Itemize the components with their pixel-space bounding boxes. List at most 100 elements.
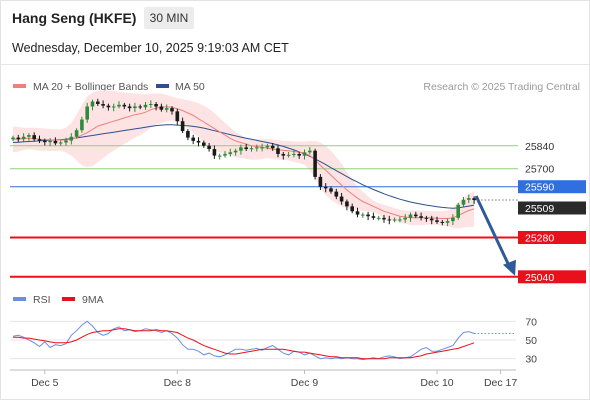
candle-body <box>69 136 74 141</box>
rsi-tick-label: 30 <box>525 354 537 366</box>
level-label-25590: 25590 <box>518 180 586 194</box>
rsi-legend-label: RSI <box>33 294 51 306</box>
rsi-tick-label: 70 <box>525 316 537 328</box>
candle-body <box>133 106 137 109</box>
candle-body <box>233 150 238 153</box>
current-label: 25509 <box>525 203 554 215</box>
candle-body <box>350 206 354 212</box>
chart-header: Hang Seng (HKFE) 30 MIN <box>0 0 590 38</box>
candle-body <box>429 218 434 221</box>
candle-body <box>164 108 169 110</box>
support-label: 25040 <box>525 272 554 284</box>
candle-body <box>408 214 413 218</box>
candle-body <box>387 219 392 221</box>
candle-body <box>472 198 476 200</box>
candle-body <box>228 152 233 154</box>
candle-body <box>64 140 68 143</box>
support-label: 25280 <box>525 233 554 245</box>
rsi-ma-legend-label: 9MA <box>82 294 104 306</box>
forecast-arrow-head <box>503 259 516 276</box>
candle-body <box>456 204 460 218</box>
candle-body <box>191 137 195 141</box>
candle-body <box>175 111 180 122</box>
candle-body <box>398 219 402 221</box>
candle-body <box>239 147 243 151</box>
candle-body <box>244 147 248 150</box>
level-label-25040: 25040 <box>518 270 586 284</box>
candle-body <box>265 145 270 148</box>
candle-body <box>196 140 201 143</box>
price-levels <box>10 145 518 278</box>
header-divider <box>0 64 590 65</box>
candle-body <box>85 106 89 120</box>
level-labels: 25840 25700 25590 25509 25280 25040 <box>518 141 586 284</box>
candle-body <box>202 142 206 146</box>
level-label-25280: 25280 <box>518 231 586 245</box>
ma50-legend-label: MA 50 <box>175 81 205 93</box>
candle-body <box>27 135 31 137</box>
level-label-box <box>518 201 586 215</box>
candle-body <box>392 219 397 221</box>
candle-body <box>318 176 323 187</box>
candle-body <box>376 217 381 219</box>
candle-body <box>270 145 275 149</box>
candle-body <box>286 154 291 156</box>
candle-body <box>255 147 259 149</box>
ma20-legend-label: MA 20 + Bollinger Bands <box>33 81 148 93</box>
candle-body <box>37 139 42 141</box>
candle-body <box>170 108 174 112</box>
candle-body <box>212 149 217 156</box>
candle-body <box>276 148 280 154</box>
timeframe-button[interactable]: 30 MIN <box>144 7 194 29</box>
candle-body <box>461 199 466 205</box>
candle-body <box>159 106 164 110</box>
candle-body <box>260 147 264 149</box>
rsi-ma-line <box>13 328 475 360</box>
candle-body <box>138 106 142 108</box>
candle-body <box>58 142 63 144</box>
candle-body <box>345 201 349 207</box>
candle-body <box>217 155 222 157</box>
candle-body <box>149 104 153 106</box>
candle-body <box>323 186 328 189</box>
resistance-label: 25840 <box>525 141 554 153</box>
candle-body <box>186 131 190 138</box>
candle-body <box>122 104 127 107</box>
candle-body <box>53 140 58 144</box>
level-label-25840: 25840 <box>525 141 554 153</box>
level-label-box <box>518 180 586 194</box>
candle-body <box>180 121 185 132</box>
candle-body <box>403 217 407 220</box>
level-label-box <box>518 231 586 244</box>
candle-body <box>419 216 423 218</box>
candle-body <box>281 153 286 156</box>
candle-body <box>249 148 254 150</box>
candle-body <box>11 137 15 140</box>
candle-body <box>223 153 227 156</box>
candle-body <box>48 140 52 143</box>
chart-datetime: Wednesday, December 10, 2025 9:19:03 AM … <box>12 41 289 55</box>
candle-body <box>366 214 370 217</box>
price-legend: MA 20 + Bollinger Bands MA 50 Research ©… <box>13 81 580 93</box>
bollinger-bands <box>13 90 475 229</box>
copyright-text: Research © 2025 Trading Central <box>423 81 580 93</box>
level-label-25700: 25700 <box>525 164 554 176</box>
pivot-label: 25590 <box>525 182 554 194</box>
candle-body <box>292 153 296 155</box>
rsi-ma-legend-swatch <box>62 297 75 301</box>
candle-body <box>445 221 450 223</box>
candle-body <box>329 188 333 192</box>
resistance-label: 25700 <box>525 164 554 176</box>
rsi-legend: RSI 9MA <box>13 294 104 306</box>
candle-body <box>414 214 418 217</box>
candle-body <box>467 198 471 200</box>
candle-body <box>80 119 84 131</box>
level-label-box <box>518 270 586 284</box>
candle-body <box>302 152 307 156</box>
candle-body <box>382 217 386 220</box>
candle-body <box>74 130 79 137</box>
ma20-legend-swatch <box>13 84 26 88</box>
candle-body <box>101 104 105 106</box>
candle-body <box>43 140 47 143</box>
